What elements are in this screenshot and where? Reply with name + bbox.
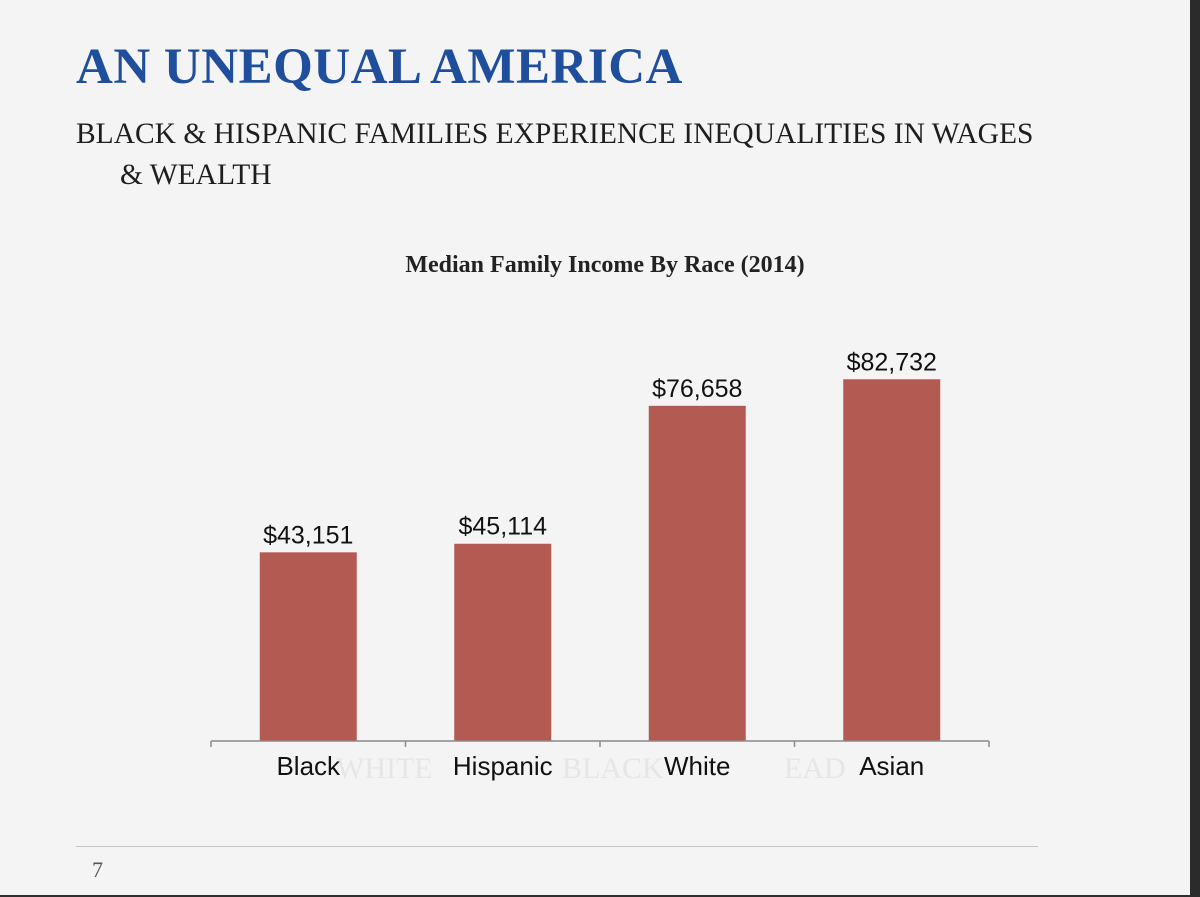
window-edge	[1190, 0, 1200, 897]
data-label: $43,151	[263, 521, 353, 549]
data-label: $45,114	[458, 513, 547, 541]
bar-black	[259, 552, 357, 741]
x-tick-label: Hispanic	[453, 751, 553, 781]
ghost-word: EAD	[784, 752, 846, 785]
subtitle-line-1: BLACK & HISPANIC FAMILIES EXPERIENCE INE…	[76, 118, 1034, 150]
background-ghost-text: WHITE BLACK EAD	[0, 752, 1190, 788]
bar-hispanic	[454, 543, 552, 741]
bar-white	[648, 405, 746, 741]
slide-title: AN UNEQUAL AMERICA	[76, 39, 683, 95]
ghost-word: WHITE	[336, 752, 433, 785]
x-tick-label: Asian	[859, 751, 924, 781]
bar-asian	[843, 379, 941, 741]
ghost-word: BLACK	[562, 752, 664, 785]
slide-subtitle: BLACK & HISPANIC FAMILIES EXPERIENCE INE…	[76, 114, 1176, 196]
chart-title: Median Family Income By Race (2014)	[405, 252, 805, 278]
subtitle-line-2: & WEALTH	[120, 159, 272, 191]
page-number: 7	[92, 857, 103, 882]
x-tick-label: Black	[276, 751, 341, 781]
x-tick-label: White	[664, 751, 730, 781]
data-label: $82,732	[847, 348, 937, 376]
footer-divider	[76, 846, 1038, 847]
data-label: $76,658	[652, 375, 742, 403]
